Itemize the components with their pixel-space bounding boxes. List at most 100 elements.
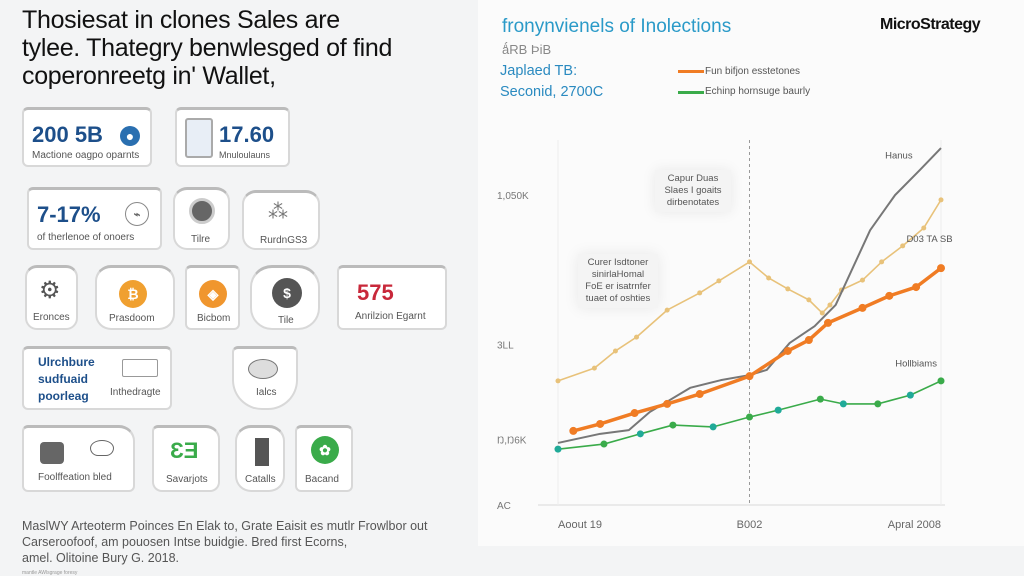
chart-title: fronynvienels of Inolections bbox=[502, 16, 732, 37]
data-point bbox=[612, 348, 618, 354]
fine-print: mantle AWlsgrage foresy bbox=[22, 570, 78, 576]
dollar-icon: $ bbox=[272, 278, 302, 308]
card-label: RurdnGS3 bbox=[260, 235, 308, 246]
card-label: Savarjots bbox=[166, 474, 208, 485]
stat-value: 200 5B bbox=[32, 122, 103, 147]
data-point bbox=[816, 395, 824, 403]
data-point bbox=[746, 413, 753, 421]
card-label: Tile bbox=[278, 315, 294, 326]
footer-line: Carseroofoof, am pouosen Intse buidgie. … bbox=[22, 535, 348, 549]
stat-card-percent: 7-17% ⌁ of therlenoe of onoers bbox=[27, 187, 162, 250]
card-label: Tilre bbox=[191, 234, 211, 245]
footer-line: amel. Olitoine Bury G. 2018. bbox=[22, 551, 180, 565]
person-icon bbox=[185, 118, 213, 158]
data-point bbox=[874, 400, 882, 408]
legend-swatch-green bbox=[678, 91, 704, 94]
data-point bbox=[921, 225, 927, 231]
door-icon bbox=[255, 438, 269, 466]
stat-value: 17.60 bbox=[219, 122, 275, 147]
card-label: Eronces bbox=[33, 312, 70, 323]
data-point bbox=[783, 346, 792, 355]
card-label: Bicbom bbox=[197, 313, 231, 324]
data-point bbox=[630, 409, 639, 418]
card-tilre: Tilre bbox=[173, 187, 230, 250]
annotation-line: tuaet of oshties bbox=[585, 293, 651, 304]
coin-stack-icon: ● bbox=[120, 126, 140, 146]
x-tick-label: Apral 2008 bbox=[888, 519, 941, 531]
green-circle-icon: ✿ bbox=[311, 436, 339, 464]
data-point bbox=[806, 297, 812, 303]
card-title-line: poorleag bbox=[38, 389, 89, 403]
headline: Thosiesat in clones Sales are tylee. Tha… bbox=[22, 6, 462, 90]
card-label: Inthedragte bbox=[110, 387, 161, 398]
stat-value: 7-17% bbox=[37, 202, 101, 227]
y-tick-label: 1,050K bbox=[497, 191, 529, 202]
card-label: Prasdoom bbox=[109, 313, 155, 324]
series-label: Hollbiams bbox=[895, 358, 937, 369]
card-title: Ulrchbure sudfuaid poorleag bbox=[38, 354, 95, 405]
data-point bbox=[634, 334, 640, 340]
annotation-line: Slaes I goaits bbox=[664, 185, 722, 196]
data-point bbox=[569, 426, 578, 435]
series-line bbox=[557, 147, 942, 444]
annotation-box: Curer Isdtoner sinirlaHomal FoE er isatr… bbox=[578, 254, 658, 308]
data-point bbox=[938, 197, 944, 203]
series-label: D03 TA SB bbox=[906, 234, 952, 245]
data-point bbox=[774, 406, 782, 414]
data-point bbox=[591, 365, 597, 371]
card-title-line: Ulrchbure bbox=[38, 355, 95, 369]
data-point bbox=[636, 430, 644, 438]
card-ialcs: Ialcs bbox=[232, 346, 298, 410]
data-point bbox=[663, 399, 672, 408]
stat-label: Mactione oagpo oparnts bbox=[32, 150, 140, 161]
card-bicbom: ◈ Bicbom bbox=[185, 265, 240, 330]
data-point bbox=[709, 423, 717, 431]
y-tick-label: Ŋ,Ŋ6K bbox=[497, 435, 527, 446]
card-label: Ialcs bbox=[256, 387, 277, 398]
card-bacand: ✿ Bacand bbox=[295, 425, 353, 492]
data-point bbox=[900, 243, 906, 249]
card-label: Catalls bbox=[245, 474, 276, 485]
data-point bbox=[745, 372, 754, 381]
annotation-line: dirbenotates bbox=[666, 197, 720, 208]
card-title-line: sudfuaid bbox=[38, 372, 88, 386]
headline-line: tylee. Thategry benwlesged of find bbox=[22, 34, 393, 62]
data-point bbox=[555, 378, 561, 384]
headline-line: Thosiesat in clones Sales are bbox=[22, 6, 340, 34]
data-point bbox=[937, 264, 945, 273]
data-point bbox=[827, 302, 833, 308]
annotation-box: Capur Duas Slaes I goaits dirbenotates bbox=[655, 170, 731, 212]
stat-label: Mnuloulauns bbox=[219, 150, 271, 160]
data-point bbox=[879, 259, 885, 265]
data-point bbox=[906, 391, 914, 399]
data-point bbox=[664, 307, 670, 313]
chart-icon: ⌁ bbox=[125, 202, 149, 226]
annotation-line: sinirlaHomal bbox=[591, 269, 645, 280]
data-point bbox=[804, 336, 813, 345]
legend-swatch-orange bbox=[678, 70, 704, 73]
stat-card-time: 17.60 Mnuloulauns bbox=[175, 107, 290, 167]
wallet-icon bbox=[122, 359, 158, 377]
stat-card-575: 575 Anrilzion Egarnt bbox=[337, 265, 447, 330]
bowl-icon bbox=[90, 440, 114, 456]
footer-text: MaslWY Arteoterm Poinces En Elak to, Gra… bbox=[22, 518, 452, 566]
headline-line: coperonreetg in' Wallet, bbox=[22, 62, 276, 90]
chart-subtitle: ǻRB ÞiB bbox=[502, 42, 552, 57]
exchange-icon: ƐƎ bbox=[170, 438, 199, 463]
data-point bbox=[912, 283, 921, 292]
data-point bbox=[697, 290, 703, 296]
data-point bbox=[747, 259, 752, 265]
card-ulrchbure: Ulrchbure sudfuaid poorleag Inthedragte bbox=[22, 346, 172, 410]
network-icon: ⁂ bbox=[268, 201, 288, 223]
stat-card-users: 200 5B ● Mactione oagpo oparnts bbox=[22, 107, 152, 167]
y-tick-label: AC bbox=[497, 501, 511, 512]
orange-coin-icon: ₿ bbox=[119, 280, 147, 308]
data-point bbox=[596, 419, 605, 428]
card-tile: $ Tile bbox=[250, 265, 320, 330]
data-point bbox=[554, 445, 562, 453]
speech-bubble-icon bbox=[248, 359, 278, 379]
series-label: Hanus bbox=[885, 150, 913, 161]
data-point bbox=[824, 318, 833, 327]
data-point bbox=[839, 400, 847, 408]
